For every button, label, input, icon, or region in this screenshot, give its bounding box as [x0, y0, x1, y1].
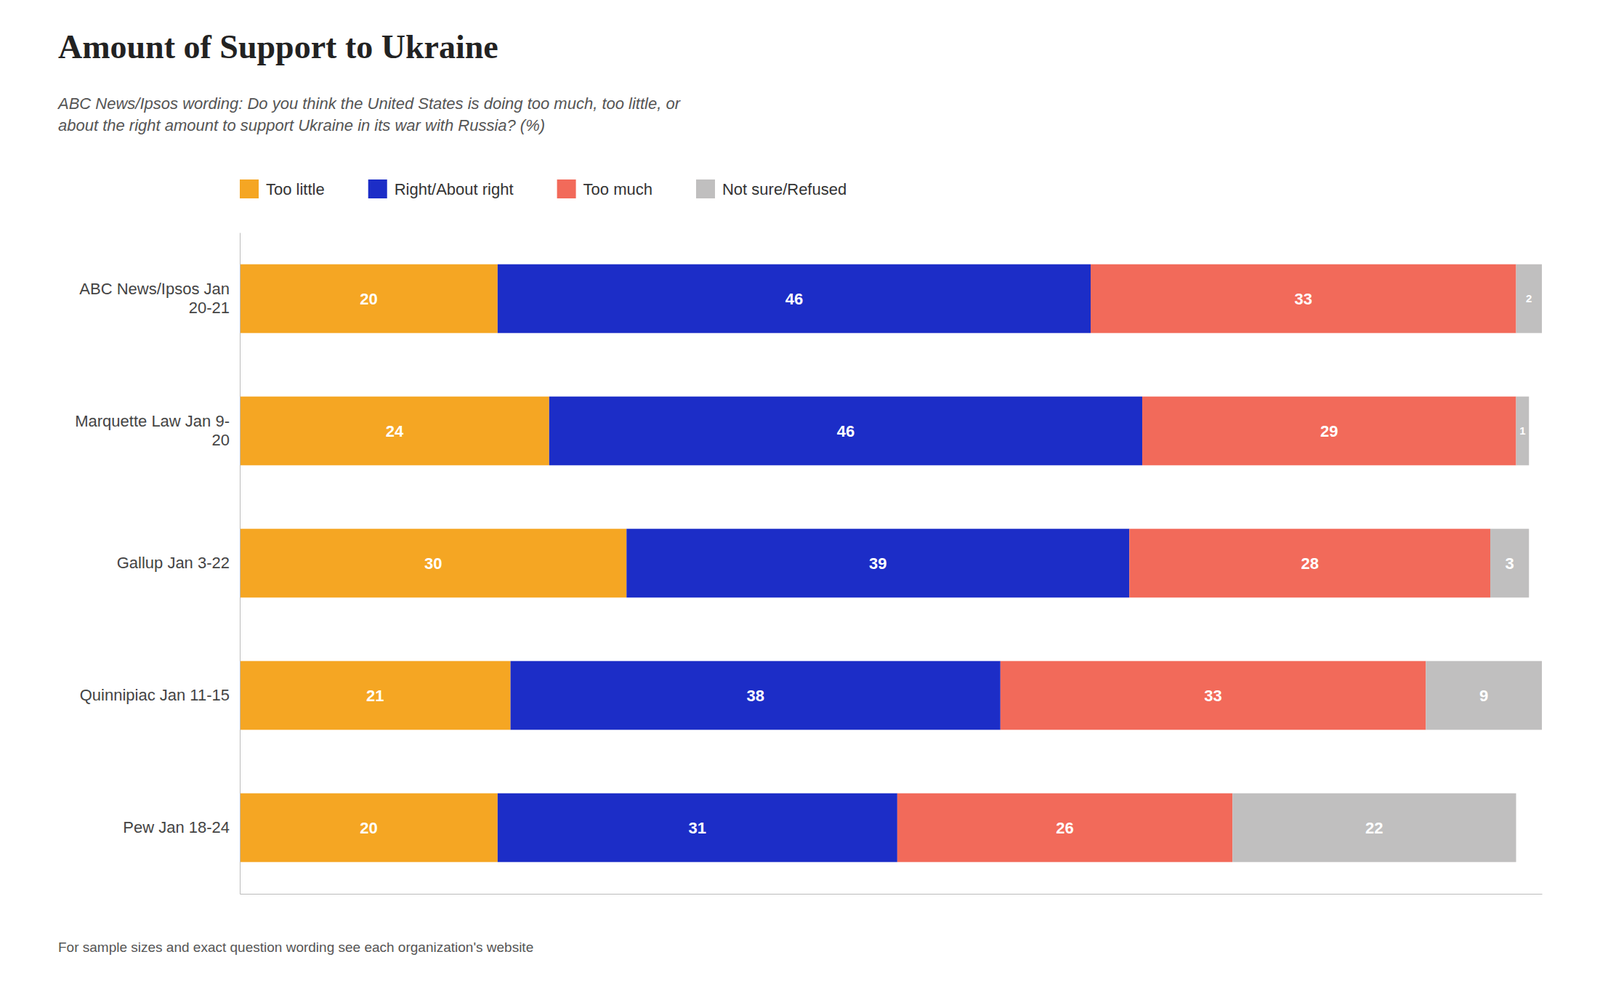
data-label: 28 — [1300, 554, 1319, 573]
bar — [1000, 661, 1427, 731]
series-bars — [239, 264, 627, 863]
bar — [239, 396, 550, 466]
data-label: 33 — [1294, 289, 1313, 309]
y-tick-label: Marquette Law Jan 9-20 — [74, 411, 230, 450]
footnote: For sample sizes and exact question word… — [58, 939, 534, 955]
bar — [1129, 528, 1491, 599]
series-bars — [497, 264, 1143, 863]
data-label: 9 — [1479, 686, 1489, 705]
legend-swatch — [557, 179, 577, 199]
bar — [497, 264, 1091, 334]
y-tick-label: Gallup Jan 3-22 — [116, 553, 230, 572]
legend-label: Not sure/Refused — [722, 180, 847, 199]
legend-label: Too much — [583, 180, 653, 199]
data-label: 21 — [366, 686, 384, 705]
legend: Too little Right/About right Too much Not s… — [239, 179, 847, 199]
data-label: 31 — [688, 818, 707, 838]
data-label: 1 — [1519, 424, 1526, 437]
bar — [1490, 528, 1529, 599]
y-tick: ABC News/Ipsos Jan20-21 — [79, 279, 230, 317]
subtitle: ABC News/Ipsos wording: Do you think the… — [56, 94, 682, 135]
bar — [897, 793, 1233, 863]
data-labels: 202430212046463938313329283326213922 — [359, 289, 1532, 838]
data-label: 30 — [424, 554, 442, 573]
data-label: 39 — [869, 554, 887, 573]
x-axis-line — [240, 893, 1543, 895]
data-label: 20 — [359, 818, 378, 838]
bar — [239, 661, 511, 731]
bar — [626, 528, 1130, 599]
bar — [239, 264, 498, 334]
legend-item: Right/About right — [368, 179, 514, 199]
legend-item: Not sure/Refused — [696, 179, 847, 199]
legend-item: Too much — [557, 179, 653, 199]
legend-swatch — [239, 179, 259, 199]
data-label: 26 — [1055, 818, 1074, 838]
legend-swatch — [368, 179, 388, 199]
y-tick-label: ABC News/Ipsos Jan20-21 — [79, 279, 230, 317]
plot: 202430212046463938313329283326213922ABC … — [74, 233, 1542, 895]
bar — [239, 528, 627, 599]
bar — [1516, 264, 1542, 334]
bars — [239, 264, 1542, 863]
bar — [549, 396, 1143, 466]
y-axis: ABC News/Ipsos Jan20-21 Marquette Law Jan… — [74, 233, 240, 895]
y-tick: Pew Jan 18-24 — [122, 818, 230, 837]
series-bars — [897, 264, 1517, 863]
bar — [239, 793, 498, 863]
y-tick: Gallup Jan 3-22 — [116, 553, 230, 572]
legend-label: Too little — [265, 180, 325, 199]
bar — [1090, 264, 1517, 334]
bar — [497, 793, 898, 863]
data-label: 3 — [1505, 554, 1515, 573]
data-label: 2 — [1525, 292, 1532, 305]
data-label: 38 — [746, 686, 764, 705]
series-bars — [1232, 264, 1542, 863]
data-label: 24 — [385, 422, 404, 441]
data-label: 22 — [1365, 818, 1383, 838]
x-axis — [240, 893, 1543, 895]
y-tick: Marquette Law Jan 9-20 — [74, 411, 230, 450]
legend-item: Too little — [239, 179, 325, 199]
data-label: 20 — [359, 289, 378, 309]
legend-label: Right/About right — [394, 180, 514, 199]
bar — [1142, 396, 1517, 466]
data-label: 29 — [1320, 422, 1338, 441]
chart-svg: Amount of Support to Ukraine ABC News/Ips… — [0, 0, 1600, 981]
bar — [510, 661, 1001, 731]
y-tick: Quinnipiac Jan 11-15 — [79, 685, 230, 705]
y-axis-line — [239, 233, 241, 895]
data-label: 33 — [1203, 686, 1222, 705]
y-tick-label: Pew Jan 18-24 — [122, 818, 230, 837]
y-tick-label: Quinnipiac Jan 11-15 — [79, 685, 230, 705]
bar — [1425, 661, 1542, 731]
data-label: 46 — [785, 289, 803, 309]
title: Amount of Support to Ukraine — [58, 28, 499, 66]
bar — [1516, 396, 1530, 466]
bar — [1232, 793, 1516, 863]
data-label: 46 — [837, 422, 855, 441]
legend-swatch — [696, 179, 715, 199]
